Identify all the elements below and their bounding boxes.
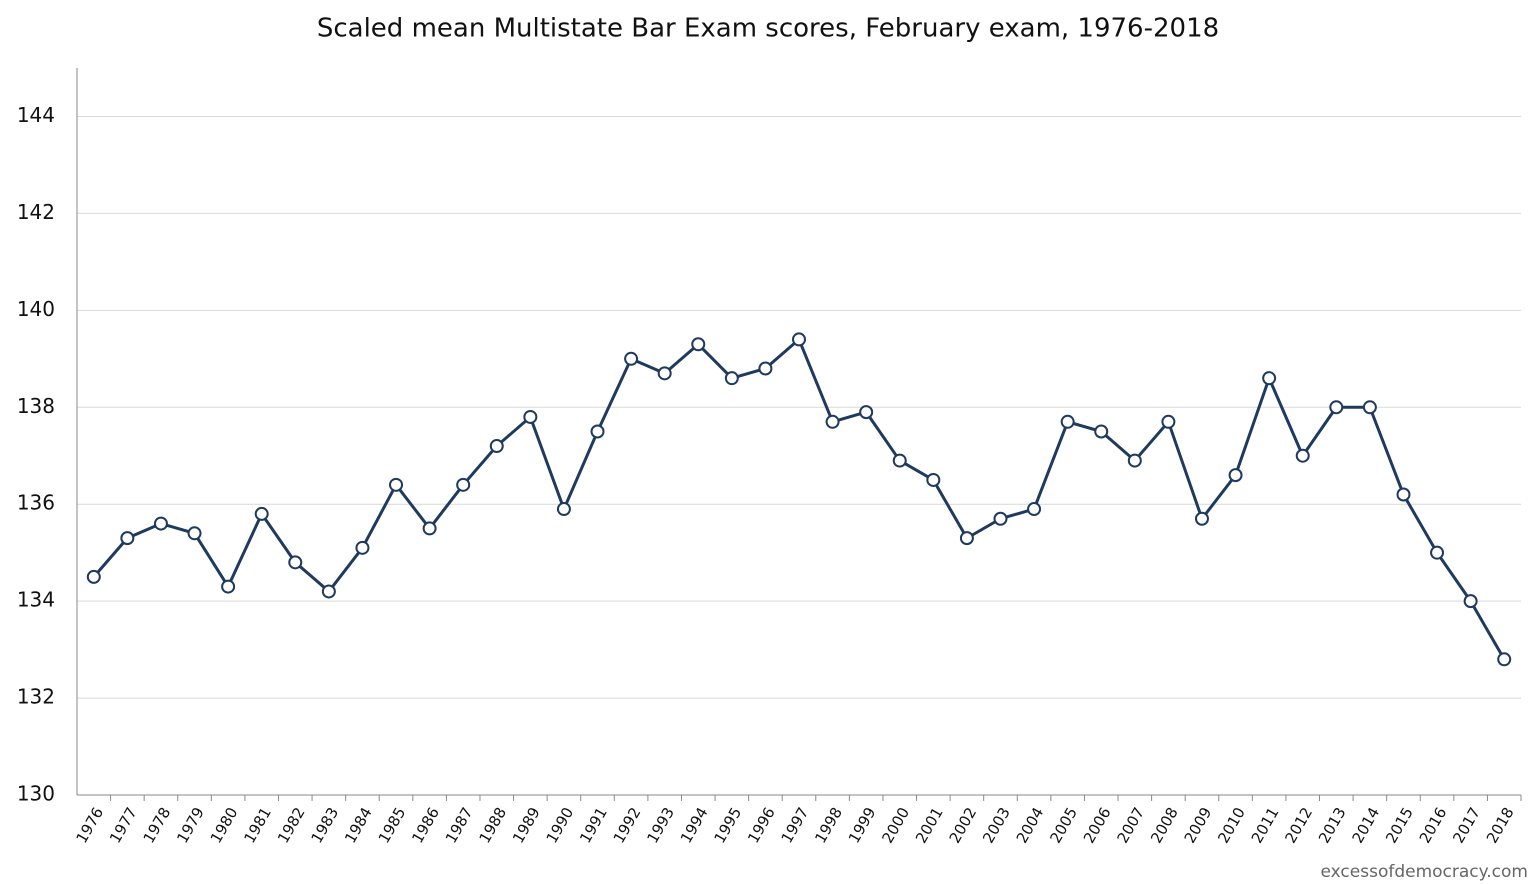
chart-title: Scaled mean Multistate Bar Exam scores, … xyxy=(317,14,1219,44)
point xyxy=(1295,448,1310,463)
point xyxy=(1396,487,1411,502)
y-tick-label: 138 xyxy=(17,394,55,418)
point xyxy=(456,477,471,492)
point xyxy=(523,409,538,424)
y-tick-label: 130 xyxy=(17,782,55,806)
point xyxy=(254,506,269,521)
y-tick-label: 134 xyxy=(17,588,55,612)
point xyxy=(1463,594,1478,609)
point xyxy=(153,516,168,531)
point xyxy=(926,472,941,487)
point xyxy=(1127,453,1142,468)
point xyxy=(86,569,101,584)
point xyxy=(1262,371,1277,386)
y-tick-label: 144 xyxy=(17,103,55,127)
point xyxy=(1060,414,1075,429)
point xyxy=(1027,502,1042,517)
point xyxy=(590,424,605,439)
point xyxy=(355,540,370,555)
y-tick-label: 142 xyxy=(17,200,55,224)
point xyxy=(1430,545,1445,560)
point xyxy=(859,405,874,420)
point xyxy=(792,332,806,347)
point xyxy=(556,502,571,517)
point xyxy=(1228,468,1243,483)
point xyxy=(691,337,706,352)
point xyxy=(993,511,1008,526)
point xyxy=(1194,511,1209,526)
source: excessofdemocracy.com xyxy=(1321,862,1529,882)
y-tick-label: 136 xyxy=(17,491,55,515)
point xyxy=(1362,400,1377,415)
point xyxy=(959,531,974,546)
point xyxy=(389,477,404,492)
point xyxy=(221,579,236,594)
point xyxy=(825,414,840,429)
point xyxy=(1497,652,1512,667)
y-tick-label: 140 xyxy=(17,297,55,321)
point xyxy=(288,555,303,570)
point xyxy=(187,526,202,541)
point xyxy=(758,361,773,376)
point xyxy=(120,531,135,546)
point xyxy=(724,371,739,386)
point xyxy=(1161,414,1176,429)
point xyxy=(489,439,504,454)
point xyxy=(657,366,672,381)
point xyxy=(1329,400,1344,415)
point xyxy=(422,521,437,536)
y-tick-label: 132 xyxy=(17,685,55,709)
point xyxy=(892,453,907,468)
point xyxy=(1094,424,1109,439)
point xyxy=(624,351,639,366)
point xyxy=(321,584,336,599)
